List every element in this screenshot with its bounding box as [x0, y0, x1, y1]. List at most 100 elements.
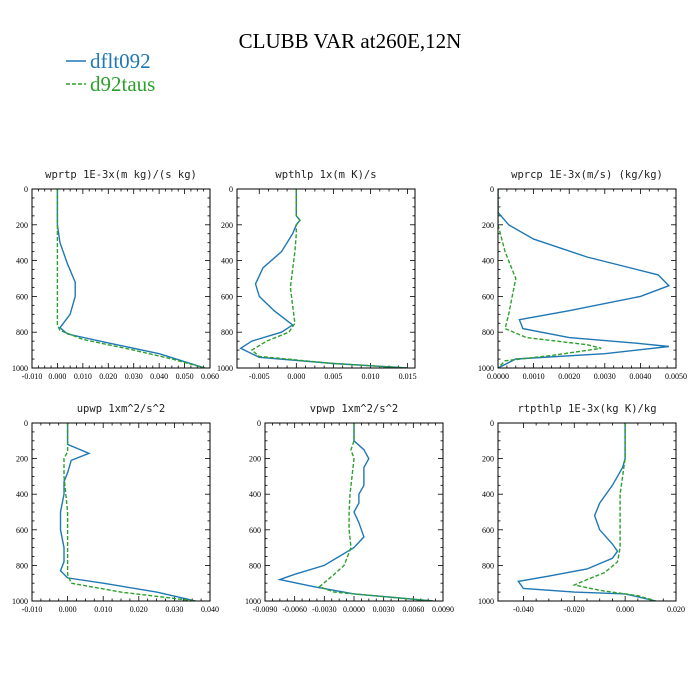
panel-5: vpwp 1xm^2/s^2 -0.0090 -0.0060 -0.0030 0.000…	[245, 403, 454, 614]
x-tick-label: 0.040	[150, 372, 168, 381]
legend-label-dflt092: dflt092	[90, 49, 151, 73]
x-tick-label: 0.020	[667, 605, 685, 614]
panel-title: vpwp 1xm^2/s^2	[310, 403, 399, 415]
panel-1: wprtp 1E-3x(m kg)/(s kg) -0.010 0.000 0.010…	[12, 169, 219, 381]
series-line-d92taus	[318, 423, 434, 601]
y-tick-label: 600	[221, 292, 233, 301]
panel-title: wprtp 1E-3x(m kg)/(s kg)	[45, 169, 197, 181]
plot-frame	[31, 188, 211, 369]
y-tick-label: 0	[24, 419, 28, 428]
plot-frame	[236, 188, 416, 369]
y-tick-label: 200	[16, 221, 28, 230]
y-tick-label: 200	[16, 455, 28, 464]
x-tick-label: 0.005	[324, 372, 342, 381]
y-tick-label: 600	[249, 526, 261, 535]
series-line-dflt092	[277, 423, 434, 601]
y-tick-label: 600	[482, 292, 494, 301]
series-line-d92taus	[498, 189, 602, 368]
panel-4: upwp 1xm^2/s^2 -0.010 0.000 0.010 0.020 0.030…	[12, 403, 219, 614]
y-tick-label: 1000	[478, 364, 494, 373]
x-tick-label: 0.000	[59, 605, 77, 614]
y-tick-label: 200	[482, 221, 494, 230]
y-tick-label: 0	[490, 419, 494, 428]
x-tick-label: 0.010	[94, 605, 112, 614]
panel-title: wprcp 1E-3x(m/s) (kg/kg)	[511, 169, 663, 181]
panel-3: wprcp 1E-3x(m/s) (kg/kg) 0.0000 0.0010 0.00…	[478, 169, 687, 381]
x-tick-label: -0.005	[249, 372, 270, 381]
y-tick-label: 0	[490, 185, 494, 194]
x-tick-label: -0.010	[22, 372, 43, 381]
series-line-dflt092	[59, 423, 196, 601]
series-line-dflt092	[239, 189, 408, 368]
x-tick-label: 0.0030	[373, 605, 395, 614]
y-tick-label: 1000	[12, 597, 28, 606]
y-tick-label: 800	[482, 328, 494, 337]
y-tick-label: 800	[221, 328, 233, 337]
y-tick-label: 800	[16, 561, 28, 570]
x-tick-label: -0.040	[513, 605, 534, 614]
y-tick-label: 600	[16, 292, 28, 301]
x-tick-label: 0.0040	[629, 372, 651, 381]
y-tick-label: 0	[229, 185, 233, 194]
x-tick-label: 0.040	[201, 605, 219, 614]
y-tick-label: 400	[16, 257, 28, 266]
x-tick-label: 0.0050	[665, 372, 687, 381]
series-line-d92taus	[56, 189, 206, 368]
plot-frame	[31, 422, 211, 602]
x-tick-label: 0.020	[99, 372, 117, 381]
x-tick-label: 0.0060	[402, 605, 424, 614]
series-line-dflt092	[498, 189, 671, 368]
y-tick-label: 600	[482, 526, 494, 535]
x-tick-label: 0.0000	[343, 605, 365, 614]
y-tick-label: 600	[16, 526, 28, 535]
y-tick-label: 0	[24, 185, 28, 194]
panel-title: rtpthlp 1E-3x(kg K)/kg	[517, 403, 656, 415]
x-tick-label: 0.050	[176, 372, 194, 381]
x-tick-label: 0.060	[201, 372, 219, 381]
y-tick-label: 200	[482, 455, 494, 464]
legend-label-d92taus: d92taus	[90, 72, 155, 96]
y-tick-label: 1000	[217, 364, 233, 373]
y-tick-label: 800	[249, 561, 261, 570]
y-tick-label: 0	[257, 419, 261, 428]
y-tick-label: 1000	[478, 597, 494, 606]
x-tick-label: 0.030	[125, 372, 143, 381]
x-tick-label: 0.0030	[594, 372, 616, 381]
panel-title: wpthlp 1x(m K)/s	[275, 169, 376, 181]
y-tick-label: 400	[482, 257, 494, 266]
x-tick-label: 0.015	[399, 372, 417, 381]
series-line-d92taus	[571, 423, 656, 601]
x-tick-label: -0.0060	[282, 605, 307, 614]
x-tick-label: 0.000	[48, 372, 66, 381]
x-tick-label: -0.020	[564, 605, 585, 614]
x-tick-label: 0.000	[616, 605, 634, 614]
y-tick-label: 800	[482, 561, 494, 570]
x-tick-label: 0.0090	[432, 605, 454, 614]
x-tick-label: -0.0090	[253, 605, 278, 614]
y-tick-label: 800	[16, 328, 28, 337]
panel-2: wpthlp 1x(m K)/s -0.005 0.000 0.005 0.010 0.0…	[217, 169, 417, 381]
plot-frame	[497, 188, 677, 369]
series-line-dflt092	[56, 189, 206, 368]
y-tick-label: 200	[249, 455, 261, 464]
y-tick-label: 1000	[12, 364, 28, 373]
x-tick-label: 0.030	[165, 605, 183, 614]
x-tick-label: 0.0010	[523, 372, 545, 381]
x-tick-label: 0.010	[74, 372, 92, 381]
x-tick-label: 0.010	[362, 372, 380, 381]
figure-title: CLUBB VAR at260E,12N	[239, 29, 462, 53]
x-tick-label: 0.0020	[558, 372, 580, 381]
y-tick-label: 200	[221, 221, 233, 230]
legend: dflt092 d92taus	[66, 49, 155, 96]
panel-title: upwp 1xm^2/s^2	[77, 403, 166, 415]
plot-frame	[264, 422, 444, 602]
y-tick-label: 400	[249, 490, 261, 499]
panel-6: rtpthlp 1E-3x(kg K)/kg -0.040 -0.020 0.000 0…	[478, 403, 685, 614]
y-tick-label: 400	[221, 257, 233, 266]
y-tick-label: 400	[16, 490, 28, 499]
x-tick-label: 0.020	[130, 605, 148, 614]
plot-frame	[497, 422, 677, 602]
series-line-d92taus	[63, 423, 196, 601]
x-tick-label: 0.0000	[487, 372, 509, 381]
